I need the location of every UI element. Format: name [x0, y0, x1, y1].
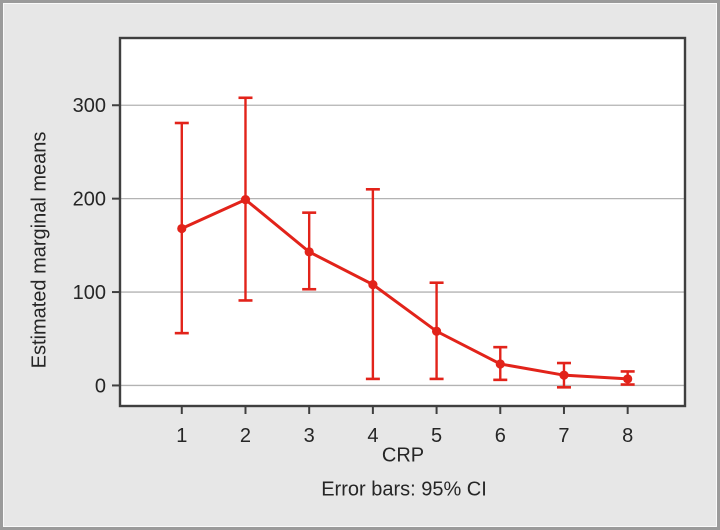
x-tick-label: 4	[367, 425, 378, 447]
x-tick-label: 6	[495, 425, 506, 447]
x-tick-label: 7	[558, 425, 569, 447]
data-point	[240, 194, 251, 205]
error-bar-caption: Error bars: 95% CI	[321, 478, 487, 501]
series-line	[181, 197, 628, 381]
data-point	[304, 247, 314, 257]
y-axis-title: Estimated marginal means	[28, 131, 51, 369]
x-tick-label: 1	[176, 425, 187, 447]
y-tick-label: 300	[73, 95, 106, 117]
data-point	[559, 370, 569, 380]
data-point	[177, 223, 187, 234]
x-tick-label: 2	[240, 425, 251, 447]
data-point	[431, 326, 442, 336]
x-tick-label: 5	[431, 425, 442, 447]
data-point	[623, 374, 633, 384]
plot-frame	[118, 36, 687, 408]
data-point	[368, 279, 378, 290]
x-tick-label: 3	[304, 425, 315, 447]
y-tick-label: 200	[73, 189, 106, 211]
x-axis-title: CRP	[381, 444, 425, 467]
data-point	[495, 359, 505, 369]
plot-area	[120, 38, 685, 406]
y-tick-label: 100	[73, 282, 106, 304]
y-tick-label: 0	[95, 375, 106, 397]
x-tick-label: 8	[622, 425, 633, 447]
